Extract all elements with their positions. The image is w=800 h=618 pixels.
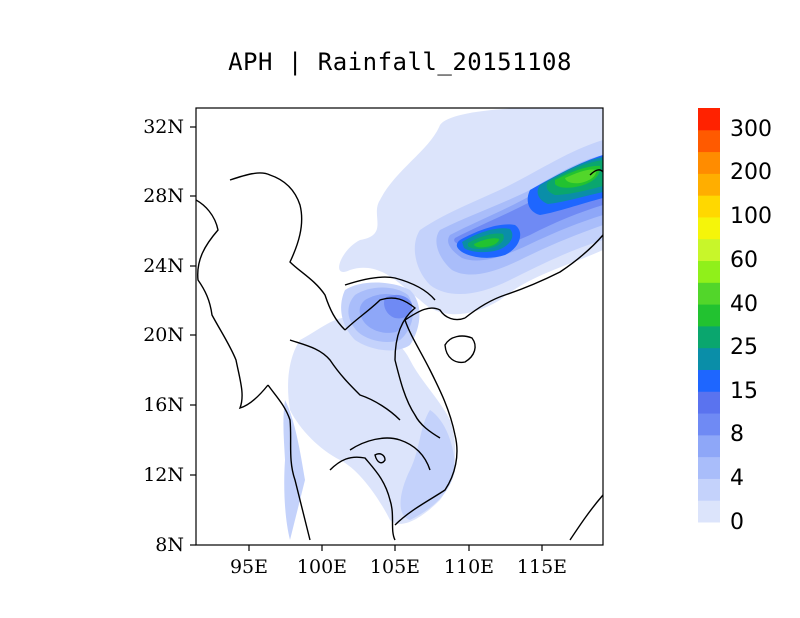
border-china-south [344,276,436,301]
colorbar-swatch [698,238,720,262]
colorbar-swatch [698,173,720,196]
x-tick-label: 100E [296,556,348,578]
y-tick-label: 32N [143,116,184,138]
y-tick-label: 16N [143,394,184,416]
rain-level-10 [565,169,597,184]
colorbar-label: 0 [730,510,744,535]
border-cambodia [349,437,431,471]
colorbar-swatch [698,282,720,305]
coastline-south-china [464,234,603,319]
coastline-gulf-thailand [329,456,396,541]
coastline-gulf-tonkin [404,307,466,321]
x-tick-label: 115E [516,556,568,578]
coastline-bay-of-bengal [196,199,269,410]
border-laos-vietnam [344,297,441,439]
colorbar-swatch [698,347,720,370]
colorbar-swatch [698,391,720,414]
colorbar-swatch [698,434,720,458]
border-myanmar-china [229,172,346,331]
hainan-island [444,335,476,364]
rain-level-9 [474,238,499,248]
colorbar-swatch [698,478,720,501]
colorbar [698,108,720,523]
colorbar-swatch [698,456,720,479]
colorbar-label: 4 [730,466,744,491]
colorbar-label: 40 [730,292,758,317]
colorbar-swatch [698,500,720,523]
colorbar-label: 100 [730,204,772,229]
colorbar-swatch [698,129,720,153]
coastline-vietnam [394,319,458,526]
border-thailand-laos [289,339,401,421]
y-tick-label: 28N [143,185,184,207]
y-tick-label: 12N [143,464,184,486]
y-tick-label: 20N [143,324,184,346]
colorbar-label: 8 [730,422,744,447]
colorbar-label: 15 [730,379,758,404]
colorbar-swatch [698,216,720,240]
colorbar-swatch [698,304,720,327]
x-tick-label: 95E [229,556,269,578]
boundaries [196,169,603,541]
chart-title: APH | Rainfall_20151108 [228,48,572,76]
colorbar-label: 200 [730,160,772,185]
philippines-tip [569,494,603,541]
map-frame [195,107,604,546]
rain-level-2d [283,400,305,540]
y-tick-label: 8N [155,534,184,556]
colorbar-swatch [698,413,720,436]
colorbar-swatch [698,325,720,349]
colorbar-swatch [698,260,720,283]
colorbar-swatch [698,195,720,218]
y-tick-label: 24N [143,255,184,277]
colorbar-label: 25 [730,335,758,360]
x-tick-label: 110E [443,556,495,578]
colorbar-label: 300 [730,117,772,142]
colorbar-swatch [698,151,720,174]
colorbar-label: 60 [730,248,758,273]
coastline-myanmar-thai [267,384,311,541]
x-tick-label: 105E [369,556,421,578]
tick-marks [190,126,543,551]
rainfall-contours [283,108,603,540]
taiwan-island [589,169,603,176]
tonle-sap [374,453,386,464]
colorbar-swatch [698,369,720,392]
colorbar-swatch [698,108,720,131]
